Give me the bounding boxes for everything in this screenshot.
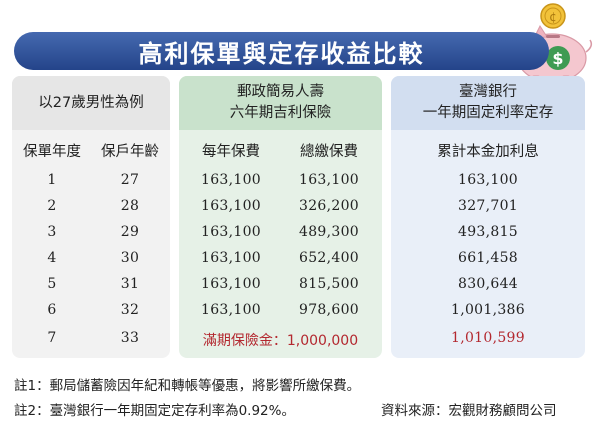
total-premium-cell: 652,400 bbox=[299, 250, 359, 266]
policy-year-cell-final: 7 bbox=[47, 330, 57, 346]
accumulated-cell: 493,815 bbox=[458, 224, 518, 240]
total-premium-cell: 978,600 bbox=[299, 302, 359, 318]
panel-left-header: 以27歲男性為例 bbox=[12, 76, 170, 130]
annual-premium-cell: 163,100 bbox=[201, 198, 261, 214]
panel-mid-header: 郵政簡易人壽 六年期吉利保險 bbox=[179, 76, 382, 130]
policy-year-cell: 4 bbox=[47, 250, 57, 266]
col-header-age: 保戶年齡 bbox=[101, 144, 159, 160]
age-cell: 27 bbox=[120, 172, 140, 188]
total-premium-cell: 326,200 bbox=[299, 198, 359, 214]
accumulated-cell: 1,001,386 bbox=[451, 302, 525, 318]
svg-text:¢: ¢ bbox=[549, 10, 557, 24]
total-premium-cell: 489,300 bbox=[299, 224, 359, 240]
accumulated-cell: 661,458 bbox=[458, 250, 518, 266]
panel-left-header-text: 以27歲男性為例 bbox=[38, 94, 144, 111]
maturity-payout: 滿期保險金：1,000,000 bbox=[202, 333, 359, 349]
col-header-total-premium: 總繳保費 bbox=[300, 144, 358, 160]
panel-bank-deposit: 臺灣銀行 一年期固定利率定存 累計本金加利息 1,010,599 163,100… bbox=[391, 76, 585, 358]
annual-premium-cell: 163,100 bbox=[201, 172, 261, 188]
coin-icon: ¢ bbox=[540, 3, 566, 29]
annual-premium-cell: 163,100 bbox=[201, 276, 261, 292]
col-header-annual-premium: 每年保費 bbox=[202, 144, 260, 160]
policy-year-cell: 2 bbox=[47, 198, 57, 214]
bank-final-amount: 1,010,599 bbox=[451, 330, 525, 346]
policy-year-cell: 3 bbox=[47, 224, 57, 240]
panel-right-header: 臺灣銀行 一年期固定利率定存 bbox=[391, 76, 585, 130]
annual-premium-cell: 163,100 bbox=[201, 302, 261, 318]
age-cell: 31 bbox=[120, 276, 140, 292]
total-premium-cell: 163,100 bbox=[299, 172, 359, 188]
accumulated-cell: 327,701 bbox=[458, 198, 518, 214]
age-cell: 28 bbox=[120, 198, 140, 214]
accumulated-cell: 163,100 bbox=[458, 172, 518, 188]
col-header-policy-year: 保單年度 bbox=[23, 144, 81, 160]
age-cell-final: 33 bbox=[120, 330, 140, 346]
annual-premium-cell: 163,100 bbox=[201, 224, 261, 240]
title-banner: 高利保單與定存收益比較 bbox=[14, 32, 549, 70]
source-credit: 資料來源：宏觀財務顧問公司 bbox=[381, 403, 557, 419]
panel-post-insurance: 郵政簡易人壽 六年期吉利保險 每年保費 總繳保費 滿期保險金：1,000,000… bbox=[179, 76, 382, 358]
panel-example-person: 以27歲男性為例 保單年度 保戶年齡 1 27 2 28 3 29 4 30 5 31 6 32 7 33 bbox=[12, 76, 170, 358]
page-title: 高利保單與定存收益比較 bbox=[138, 39, 425, 68]
panel-right-header-line1: 臺灣銀行 bbox=[459, 84, 517, 100]
note-2: 註2：臺灣銀行一年期固定定存利率為0.92%。 bbox=[14, 403, 295, 419]
age-cell: 30 bbox=[120, 250, 140, 266]
total-premium-cell: 815,500 bbox=[299, 276, 359, 292]
policy-year-cell: 1 bbox=[47, 172, 57, 188]
dollar-sign-icon: $ bbox=[546, 46, 570, 70]
annual-premium-cell: 163,100 bbox=[201, 250, 261, 266]
policy-year-cell: 6 bbox=[47, 302, 57, 318]
panel-mid-header-line1: 郵政簡易人壽 bbox=[237, 84, 324, 100]
panel-right-header-line2: 一年期固定利率定存 bbox=[422, 105, 554, 121]
note-1: 註1：郵局儲蓄險因年紀和轉帳等優惠，將影響所繳保費。 bbox=[14, 378, 361, 394]
age-cell: 32 bbox=[120, 302, 140, 318]
age-cell: 29 bbox=[120, 224, 140, 240]
col-header-accumulated: 累計本金加利息 bbox=[437, 144, 539, 160]
panel-mid-header-line2: 六年期吉利保險 bbox=[229, 105, 332, 121]
policy-year-cell: 5 bbox=[47, 276, 57, 292]
svg-text:$: $ bbox=[552, 49, 563, 68]
accumulated-cell: 830,644 bbox=[458, 276, 518, 292]
